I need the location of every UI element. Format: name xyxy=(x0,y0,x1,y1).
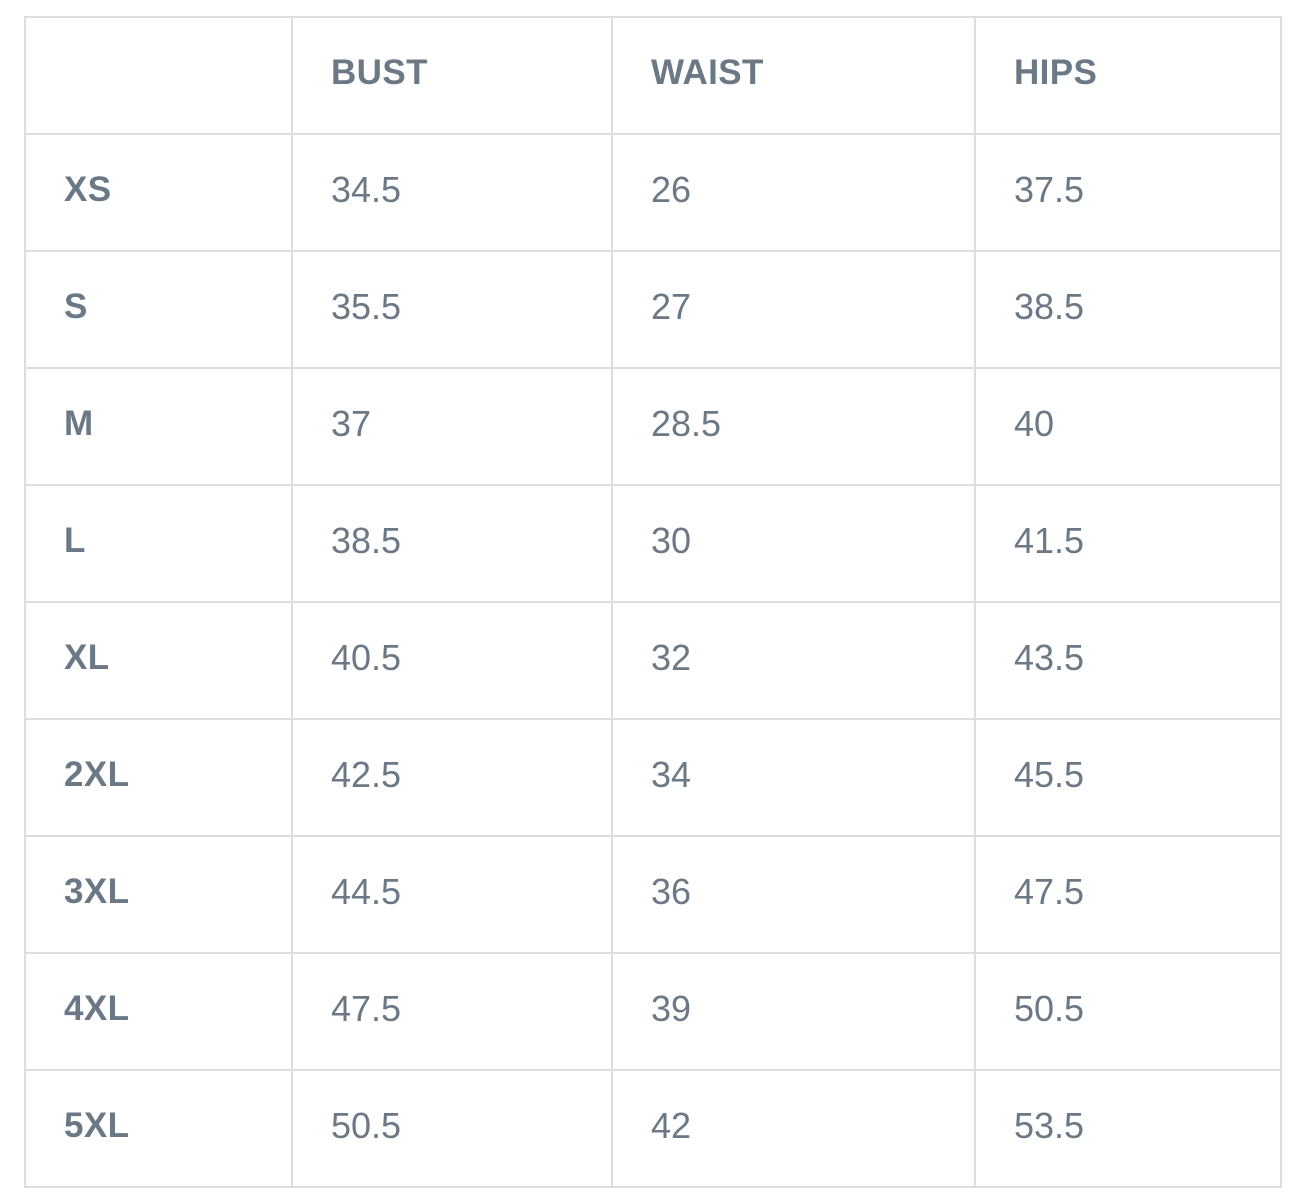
table-row: 3XL 44.5 36 47.5 xyxy=(24,835,1282,954)
cell-bust: 35.5 xyxy=(291,250,613,369)
cell-bust: 50.5 xyxy=(291,1069,613,1188)
row-label-size: 4XL xyxy=(24,952,293,1071)
table-row: 4XL 47.5 39 50.5 xyxy=(24,952,1282,1071)
row-label-size: L xyxy=(24,484,293,603)
cell-waist: 32 xyxy=(611,601,976,720)
row-label-size: M xyxy=(24,367,293,486)
cell-waist: 34 xyxy=(611,718,976,837)
cell-bust: 34.5 xyxy=(291,133,613,252)
cell-hips: 47.5 xyxy=(974,835,1282,954)
row-label-size: 2XL xyxy=(24,718,293,837)
row-label-size: XL xyxy=(24,601,293,720)
table-row: 2XL 42.5 34 45.5 xyxy=(24,718,1282,837)
cell-hips: 43.5 xyxy=(974,601,1282,720)
column-header-size xyxy=(24,16,293,135)
cell-bust: 47.5 xyxy=(291,952,613,1071)
table-row: L 38.5 30 41.5 xyxy=(24,484,1282,603)
column-header-waist: WAIST xyxy=(611,16,976,135)
table-row: S 35.5 27 38.5 xyxy=(24,250,1282,369)
cell-waist: 30 xyxy=(611,484,976,603)
row-label-size: XS xyxy=(24,133,293,252)
cell-hips: 41.5 xyxy=(974,484,1282,603)
row-label-size: S xyxy=(24,250,293,369)
table-row: XL 40.5 32 43.5 xyxy=(24,601,1282,720)
column-header-hips: HIPS xyxy=(974,16,1282,135)
cell-bust: 44.5 xyxy=(291,835,613,954)
cell-bust: 38.5 xyxy=(291,484,613,603)
table-header: BUST WAIST HIPS xyxy=(24,16,1282,135)
cell-waist: 26 xyxy=(611,133,976,252)
cell-hips: 37.5 xyxy=(974,133,1282,252)
cell-hips: 38.5 xyxy=(974,250,1282,369)
cell-waist: 28.5 xyxy=(611,367,976,486)
cell-hips: 53.5 xyxy=(974,1069,1282,1188)
table-row: M 37 28.5 40 xyxy=(24,367,1282,486)
row-label-size: 5XL xyxy=(24,1069,293,1188)
cell-waist: 39 xyxy=(611,952,976,1071)
cell-bust: 37 xyxy=(291,367,613,486)
cell-bust: 42.5 xyxy=(291,718,613,837)
table-row: 5XL 50.5 42 53.5 xyxy=(24,1069,1282,1188)
cell-bust: 40.5 xyxy=(291,601,613,720)
size-chart-container: BUST WAIST HIPS XS 34.5 26 37.5 S 35.5 2… xyxy=(24,16,1282,1188)
cell-waist: 42 xyxy=(611,1069,976,1188)
header-row: BUST WAIST HIPS xyxy=(24,16,1282,135)
cell-waist: 36 xyxy=(611,835,976,954)
table-body: XS 34.5 26 37.5 S 35.5 27 38.5 M 37 28.5… xyxy=(24,133,1282,1188)
cell-hips: 50.5 xyxy=(974,952,1282,1071)
column-header-bust: BUST xyxy=(291,16,613,135)
cell-hips: 40 xyxy=(974,367,1282,486)
row-label-size: 3XL xyxy=(24,835,293,954)
table-row: XS 34.5 26 37.5 xyxy=(24,133,1282,252)
cell-waist: 27 xyxy=(611,250,976,369)
size-chart-table: BUST WAIST HIPS XS 34.5 26 37.5 S 35.5 2… xyxy=(24,16,1282,1188)
cell-hips: 45.5 xyxy=(974,718,1282,837)
